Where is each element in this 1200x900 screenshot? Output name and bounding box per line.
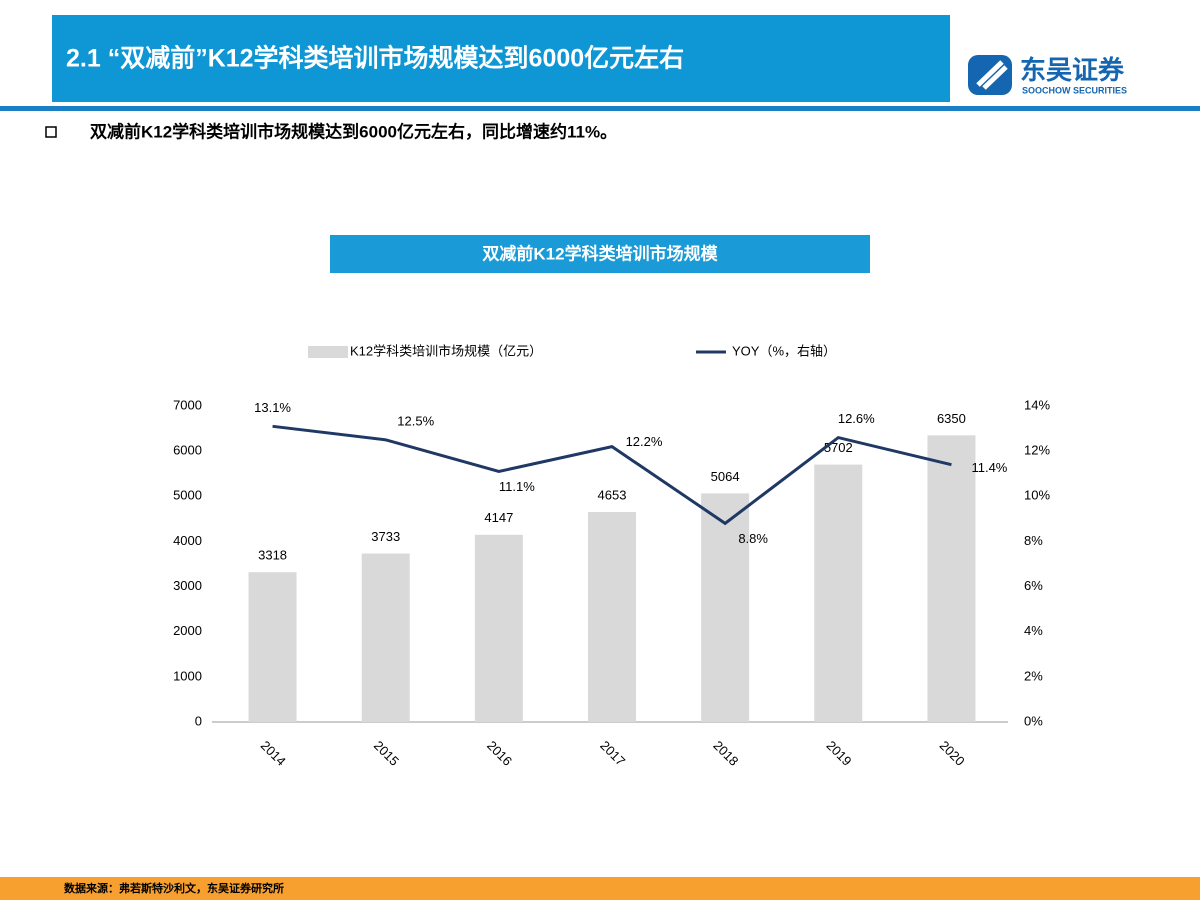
y2-tick-label: 10% (1024, 488, 1050, 503)
x-tick-label: 2016 (484, 738, 515, 769)
footer-bar (0, 877, 1200, 900)
y-tick-label: 3000 (173, 578, 202, 593)
bar (927, 435, 976, 722)
line-value-label: 11.1% (499, 479, 535, 494)
y-tick-label: 7000 (173, 397, 202, 412)
line (272, 424, 952, 526)
x-tick-label: 2015 (371, 738, 402, 769)
y-tick-label: 0 (195, 713, 202, 728)
y2-tick-label: 2% (1024, 668, 1043, 683)
bar (474, 534, 523, 722)
line-value-label: 8.8% (738, 531, 768, 546)
logo-icon (976, 60, 1008, 90)
logo-name: 东吴证券 (1020, 55, 1125, 85)
page-title: 2.1 “双减前”K12学科类培训市场规模达到6000亿元左右 (66, 44, 684, 73)
legend-label: YOY（%，右轴） (732, 343, 836, 358)
logo: 东吴证券 SOOCHOW SECURITIES (968, 55, 1127, 95)
bar-value-label: 5064 (711, 469, 740, 484)
bar (701, 493, 750, 722)
divider (0, 106, 1200, 111)
y2-tick-label: 6% (1024, 578, 1043, 593)
chart-title: 双减前K12学科类培训市场规模 (482, 243, 718, 263)
legend-swatch (308, 346, 348, 358)
x-tick-label: 2017 (597, 738, 628, 769)
bullet-icon (45, 126, 57, 138)
x-tick-label: 2018 (710, 738, 741, 769)
bar (814, 464, 863, 722)
legend-label: K12学科类培训市场规模（亿元） (350, 343, 542, 358)
y2-tick-label: 14% (1024, 397, 1050, 412)
bar-value-label: 3318 (258, 548, 287, 563)
y-tick-label: 1000 (173, 668, 202, 683)
chart-title-bar (330, 235, 870, 273)
logo-subtitle: SOOCHOW SECURITIES (1022, 85, 1127, 95)
y2-tick-label: 0% (1024, 713, 1043, 728)
line-value-label: 12.6% (838, 411, 875, 426)
line-value-label: 13.1% (254, 400, 291, 415)
bar (248, 572, 297, 722)
bar (588, 511, 636, 722)
x-tick-label: 2020 (937, 738, 968, 769)
bar (361, 553, 410, 722)
x-tick-label: 2014 (258, 738, 289, 769)
bullet-text: 双减前K12学科类培训市场规模达到6000亿元左右，同比增速约11%。 (90, 121, 617, 141)
y2-tick-label: 8% (1024, 533, 1043, 548)
y2-tick-label: 12% (1024, 443, 1050, 458)
title-bar (52, 15, 950, 102)
x-tick-label: 2019 (824, 738, 855, 769)
bar-value-label: 3733 (371, 529, 400, 544)
line-value-label: 12.5% (397, 413, 434, 428)
y2-tick-label: 4% (1024, 623, 1043, 638)
bar-value-label: 4147 (484, 510, 513, 525)
line-value-label: 12.2% (626, 434, 663, 449)
y-tick-label: 5000 (173, 488, 202, 503)
y-tick-label: 4000 (173, 533, 202, 548)
bar-value-label: 5702 (824, 440, 853, 455)
y-tick-label: 2000 (173, 623, 202, 638)
y-tick-label: 6000 (173, 443, 202, 458)
bar-value-label: 4653 (598, 487, 627, 502)
bar-value-label: 6350 (937, 411, 966, 426)
source: 数据来源：弗若斯特沙利文，东吴证券研究所 (64, 881, 284, 895)
line-value-label: 11.4% (971, 460, 1007, 475)
